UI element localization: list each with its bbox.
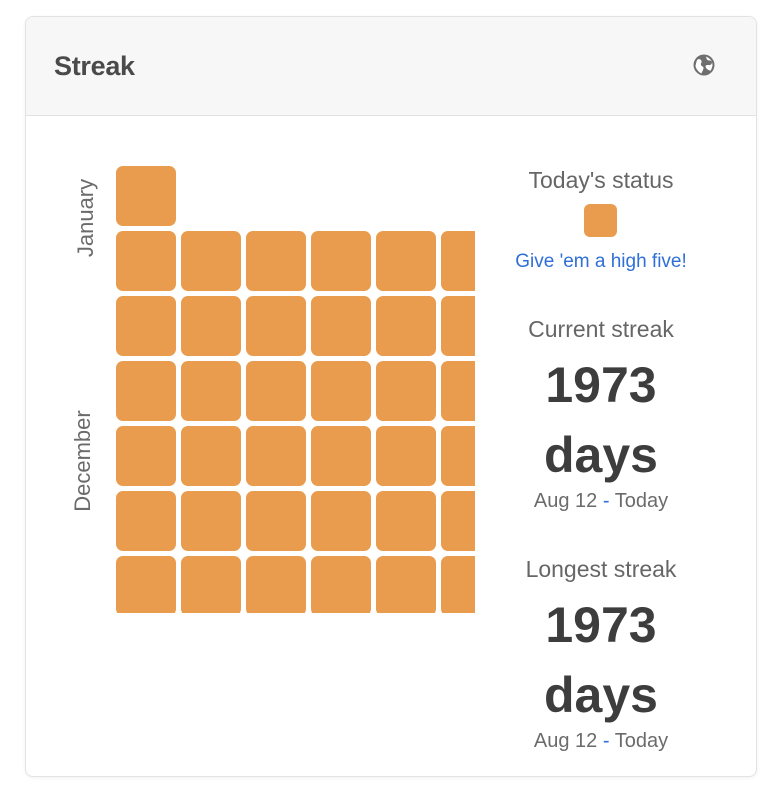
card-title: Streak bbox=[54, 51, 135, 81]
streak-card: Streak January December Today's status G… bbox=[25, 16, 757, 777]
day-cell bbox=[116, 361, 176, 421]
globe-icon[interactable] bbox=[692, 53, 716, 77]
current-streak-start: Aug 12 bbox=[533, 490, 598, 512]
day-cell bbox=[181, 491, 241, 551]
day-cell bbox=[441, 491, 475, 551]
day-cell bbox=[376, 556, 436, 613]
streak-calendar-grid bbox=[116, 166, 475, 613]
card-header: Streak bbox=[26, 17, 756, 116]
longest-streak-start: Aug 12 bbox=[533, 730, 598, 752]
day-cell bbox=[116, 491, 176, 551]
day-cell bbox=[246, 426, 306, 486]
day-cell bbox=[181, 296, 241, 356]
day-cell bbox=[311, 491, 371, 551]
day-cell bbox=[376, 231, 436, 291]
day-cell bbox=[116, 556, 176, 613]
day-cell bbox=[181, 361, 241, 421]
day-cell bbox=[376, 426, 436, 486]
day-cell bbox=[376, 491, 436, 551]
day-cell bbox=[116, 426, 176, 486]
current-streak-end: Today bbox=[614, 490, 669, 512]
current-streak-unit: days bbox=[544, 427, 658, 483]
high-five-link[interactable]: Give 'em a high five! bbox=[515, 251, 687, 272]
longest-streak-title: Longest streak bbox=[525, 556, 677, 582]
day-cell bbox=[116, 296, 176, 356]
day-cell bbox=[181, 426, 241, 486]
day-cell bbox=[246, 556, 306, 613]
day-cell bbox=[441, 361, 475, 421]
day-cell bbox=[246, 231, 306, 291]
longest-streak-range: Aug 12 - Today bbox=[476, 730, 726, 753]
longest-streak-separator: - bbox=[602, 730, 610, 752]
day-cell bbox=[376, 361, 436, 421]
day-cell bbox=[376, 296, 436, 356]
day-cell bbox=[311, 296, 371, 356]
current-streak-count: 1973 bbox=[545, 357, 657, 413]
longest-streak-count: 1973 bbox=[545, 597, 657, 653]
month-label-december: December bbox=[70, 410, 95, 512]
current-streak-range: Aug 12 - Today bbox=[476, 490, 726, 513]
month-label-january: January bbox=[73, 178, 98, 258]
day-cell bbox=[246, 361, 306, 421]
day-cell bbox=[116, 231, 176, 291]
todays-status-swatch bbox=[584, 204, 617, 237]
day-cell bbox=[181, 231, 241, 291]
day-cell bbox=[441, 556, 475, 613]
day-cell bbox=[116, 166, 176, 226]
day-cell bbox=[246, 491, 306, 551]
current-streak-separator: - bbox=[602, 490, 610, 512]
todays-status-title: Today's status bbox=[528, 167, 674, 193]
day-cell bbox=[311, 426, 371, 486]
day-cell bbox=[181, 556, 241, 613]
day-cell bbox=[441, 296, 475, 356]
longest-streak-unit: days bbox=[544, 667, 658, 723]
day-cell bbox=[246, 296, 306, 356]
current-streak-title: Current streak bbox=[528, 316, 674, 342]
day-cell bbox=[311, 361, 371, 421]
day-cell bbox=[441, 231, 475, 291]
day-cell bbox=[311, 231, 371, 291]
longest-streak-end: Today bbox=[614, 730, 669, 752]
day-cell bbox=[311, 556, 371, 613]
day-cell bbox=[441, 426, 475, 486]
